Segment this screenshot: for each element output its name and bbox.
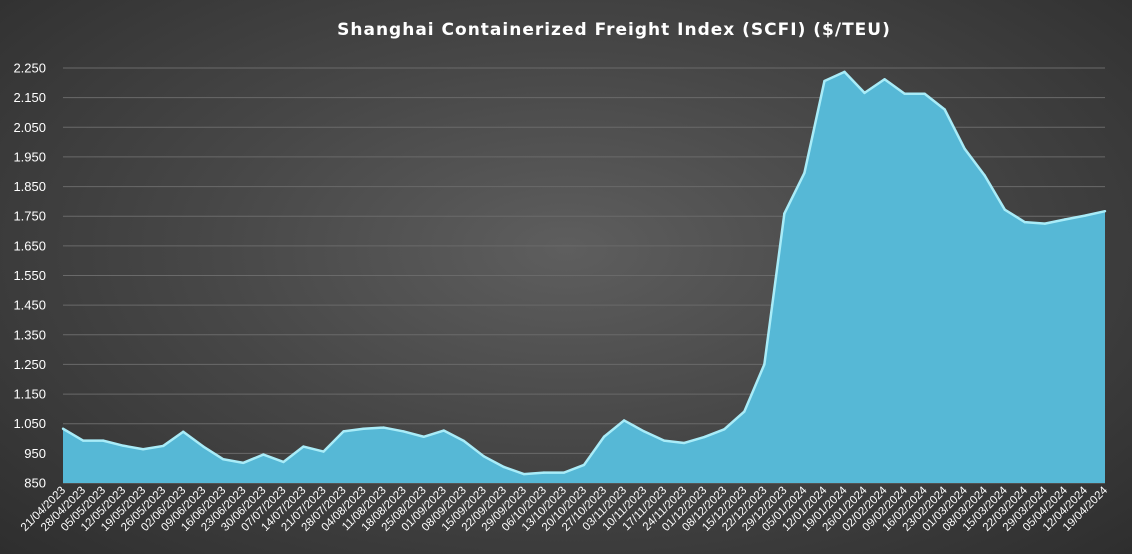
- y-tick-label: 1.150: [13, 387, 46, 402]
- data-point: [562, 471, 566, 474]
- data-point: [622, 419, 626, 422]
- data-point: [682, 441, 686, 445]
- y-tick-label: 2.050: [13, 120, 46, 135]
- data-point: [462, 439, 465, 443]
- y-tick-label: 850: [24, 476, 46, 491]
- data-point: [582, 463, 586, 467]
- data-point: [1083, 214, 1087, 217]
- data-point: [522, 472, 526, 476]
- data-point: [1023, 220, 1027, 224]
- data-point: [943, 108, 946, 111]
- data-point: [863, 91, 866, 95]
- y-tick-label: 1.650: [13, 238, 46, 253]
- data-point: [182, 430, 185, 433]
- data-point: [1103, 209, 1107, 213]
- data-point: [783, 212, 786, 215]
- data-point: [1063, 218, 1067, 221]
- data-point: [903, 92, 906, 95]
- y-tick-label: 1.750: [13, 209, 46, 224]
- data-point: [482, 455, 486, 458]
- y-tick-label: 1.950: [13, 149, 46, 164]
- data-point: [302, 445, 305, 448]
- y-tick-label: 1.250: [13, 357, 46, 372]
- y-tick-label: 1.850: [13, 179, 46, 194]
- data-point: [723, 428, 726, 431]
- data-point: [1043, 222, 1047, 225]
- data-point: [422, 435, 425, 438]
- data-point: [803, 171, 806, 175]
- data-point: [262, 453, 265, 456]
- data-point: [703, 435, 706, 439]
- data-point: [963, 147, 966, 151]
- data-point: [342, 430, 345, 433]
- data-point: [743, 410, 746, 413]
- y-tick-label: 1.450: [13, 298, 46, 313]
- data-point: [382, 426, 385, 429]
- data-point: [542, 471, 546, 474]
- y-axis: 850 950 1.050 1.150 1.250 1.350 1.450 1.550 1.65…: [13, 61, 46, 491]
- y-tick-label: 1.350: [13, 327, 46, 342]
- data-point: [101, 439, 105, 442]
- data-point: [81, 439, 85, 442]
- data-point: [121, 444, 125, 447]
- data-point: [222, 458, 225, 461]
- data-point: [442, 429, 445, 432]
- data-point: [602, 435, 606, 438]
- data-point: [502, 465, 506, 469]
- data-point: [282, 460, 285, 464]
- y-tick-label: 1.550: [13, 268, 46, 283]
- data-point: [202, 445, 205, 448]
- data-point: [763, 363, 766, 366]
- y-tick-label: 1.050: [13, 416, 46, 431]
- data-point: [642, 430, 646, 433]
- data-point: [61, 427, 65, 430]
- data-point: [161, 444, 165, 448]
- data-point: [362, 427, 365, 430]
- data-point: [843, 70, 846, 74]
- data-point: [883, 78, 886, 81]
- data-point: [662, 439, 666, 442]
- data-point: [823, 79, 826, 83]
- x-axis: 21/04/202328/04/202305/05/202312/05/2023…: [19, 484, 1111, 534]
- data-point: [1003, 208, 1007, 211]
- data-point: [242, 461, 245, 465]
- y-tick-label: 2.150: [13, 90, 46, 105]
- data-point: [322, 450, 325, 453]
- data-area: [63, 71, 1105, 483]
- data-point: [141, 448, 145, 451]
- data-point: [402, 430, 405, 433]
- data-point: [983, 174, 986, 177]
- data-point: [923, 92, 926, 95]
- chart-title: Shanghai Containerized Freight Index (SC…: [337, 20, 891, 40]
- y-tick-label: 950: [24, 446, 46, 461]
- plot-area: [61, 70, 1107, 483]
- y-tick-label: 2.250: [13, 61, 46, 76]
